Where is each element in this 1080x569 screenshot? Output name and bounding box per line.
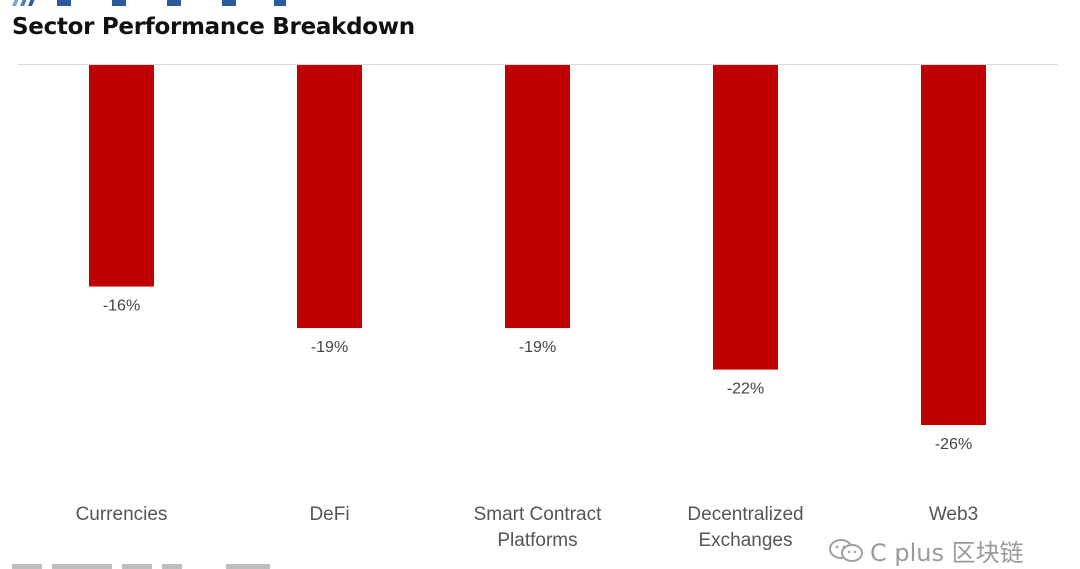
messari-logo xyxy=(12,0,286,6)
watermark-text: C plus 区块链 xyxy=(870,539,1024,567)
wechat-icon xyxy=(829,538,863,562)
bar-4 xyxy=(713,65,778,370)
watermark: C plus 区块链 xyxy=(828,533,1024,568)
value-labels-layer: -16% -19% -19% -22% -26% xyxy=(103,298,972,453)
value-label-3: -19% xyxy=(519,339,556,356)
chart-title: Sector Performance Breakdown xyxy=(12,14,415,40)
bar-1 xyxy=(89,65,154,287)
source-footnote-fragment xyxy=(12,564,270,569)
bars-layer xyxy=(89,65,986,425)
category-label-5: Web3 xyxy=(929,504,978,525)
bar-5 xyxy=(921,65,986,425)
category-label-2: DeFi xyxy=(309,504,349,525)
category-label-3: Smart Contract Platforms xyxy=(474,504,602,551)
value-label-2: -19% xyxy=(311,339,348,356)
category-labels-layer: Currencies DeFi Smart Contract Platforms Dec… xyxy=(76,504,979,551)
value-label-4: -22% xyxy=(727,381,764,398)
bar-3 xyxy=(505,65,570,329)
value-label-1: -16% xyxy=(103,298,140,315)
category-label-1: Currencies xyxy=(76,504,168,525)
bar-2 xyxy=(297,65,362,329)
category-label-4: Decentralized Exchanges xyxy=(687,504,803,551)
value-label-5: -26% xyxy=(935,436,972,453)
